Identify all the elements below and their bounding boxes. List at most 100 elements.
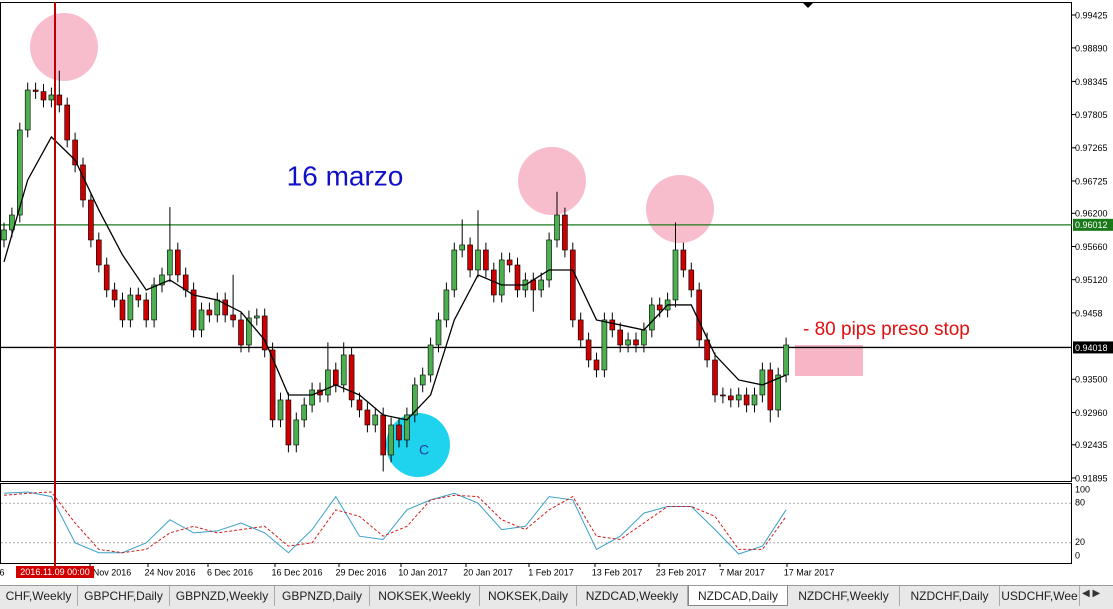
- x-tick-label: 23 Feb 2017: [656, 567, 707, 577]
- candle-body: [459, 244, 466, 251]
- candle-body: [498, 259, 505, 296]
- candle-body: [325, 369, 331, 396]
- candle-body: [182, 274, 189, 291]
- candle-body: [190, 289, 197, 331]
- x-tick-label: 17 Mar 2017: [784, 567, 835, 577]
- x-tick-label: 10 Jan 2017: [398, 567, 448, 577]
- y-tick-label: 0.93500: [1075, 375, 1108, 385]
- candle-body: [396, 424, 402, 441]
- chart-tab[interactable]: GBPNZD,Daily: [275, 586, 370, 606]
- chart-tab[interactable]: USDCHF,Wee: [1000, 586, 1080, 606]
- chart-tab[interactable]: CHF,Weekly: [0, 586, 78, 606]
- chart-tab[interactable]: NZDCAD,Weekly: [577, 586, 688, 606]
- candle-body: [388, 424, 394, 456]
- candle-body: [111, 289, 118, 301]
- chart-tab[interactable]: NZDCHF,Daily: [900, 586, 1000, 606]
- candle-body: [230, 314, 236, 321]
- candle-body: [506, 259, 513, 266]
- y-tick-label: 0.96725: [1075, 176, 1108, 186]
- candle-body: [475, 249, 481, 271]
- x-tick-label: Nov 2016: [93, 567, 132, 577]
- candle-body: [277, 399, 284, 421]
- chart-tab[interactable]: GBPCHF,Daily: [78, 586, 170, 606]
- chart-tab[interactable]: GBPNZD,Weekly: [170, 586, 275, 606]
- candle-body: [759, 369, 766, 396]
- y-tick-label: 0.97805: [1075, 110, 1108, 120]
- y-tick-label: 0.95120: [1075, 275, 1108, 285]
- candle-body: [688, 269, 695, 291]
- candle-body: [696, 289, 703, 341]
- candle-body: [332, 369, 339, 386]
- candle-body: [96, 239, 102, 266]
- candle-body: [309, 389, 315, 406]
- vline-label: 2016.11.09 00:00: [20, 567, 89, 577]
- candle-body: [427, 344, 434, 376]
- y-tick-label: 0.98890: [1075, 43, 1108, 53]
- candle-body: [593, 359, 600, 371]
- candle-body: [775, 374, 782, 411]
- candle-body: [704, 339, 710, 361]
- candle-body: [254, 315, 260, 319]
- x-tick-label: 6: [0, 567, 5, 577]
- chart-tab[interactable]: NOKSEK,Weekly: [370, 586, 480, 606]
- candle-body: [609, 319, 616, 331]
- candle-body: [167, 249, 173, 276]
- price-label: 0.96012: [1075, 220, 1108, 230]
- candle-body: [214, 299, 221, 316]
- candle-body: [601, 319, 608, 371]
- candle-body: [198, 309, 205, 331]
- candle-body: [648, 304, 655, 331]
- candle-body: [672, 249, 679, 301]
- y-tick-label: 0.91895: [1075, 473, 1108, 483]
- annotation: 16 marzo: [287, 160, 404, 191]
- y-tick-label: 0.92960: [1075, 408, 1108, 418]
- candle-body: [783, 344, 789, 376]
- x-tick-label: 6 Dec 2016: [207, 567, 253, 577]
- candle-body: [483, 249, 489, 271]
- candle-body: [680, 249, 687, 271]
- candle-body: [767, 369, 774, 411]
- y-tick-label: 0.95660: [1075, 242, 1108, 252]
- chart-tab[interactable]: NOKSEK,Daily: [480, 586, 577, 606]
- candle-body: [546, 239, 552, 281]
- candle-body: [562, 214, 568, 251]
- y-tick-label: 0.98345: [1075, 77, 1108, 87]
- candle-body: [656, 304, 663, 311]
- y-tick-label: 0.97265: [1075, 143, 1108, 153]
- candle-body: [72, 139, 78, 166]
- candle-body: [633, 339, 639, 346]
- candle-body: [269, 349, 276, 421]
- candle-body: [293, 419, 300, 446]
- candle-body: [135, 294, 142, 301]
- candle-body: [301, 404, 308, 421]
- x-tick-label: 29 Dec 2016: [335, 567, 386, 577]
- candle-body: [451, 249, 458, 291]
- candle-body: [206, 309, 213, 316]
- candle-body: [119, 299, 126, 321]
- candle-body: [720, 394, 726, 397]
- candle-body: [585, 339, 592, 361]
- tab-scroll[interactable]: ◀ ▶: [1082, 588, 1101, 599]
- x-tick-label: 7 Mar 2017: [719, 567, 765, 577]
- stoch-signal: [3, 491, 787, 554]
- candle-body: [514, 264, 521, 291]
- candle-body: [419, 374, 426, 386]
- vline-label-box: [16, 566, 94, 578]
- candle-body: [404, 414, 410, 441]
- candle-body: [348, 354, 355, 401]
- candle-body: [411, 384, 418, 416]
- candle-body: [246, 317, 252, 346]
- chart-tab[interactable]: NZDCHF,Weekly: [788, 586, 900, 606]
- candle-body: [625, 339, 631, 346]
- candle-body: [159, 274, 165, 286]
- candle-body: [751, 394, 758, 406]
- candle-body: [143, 299, 149, 321]
- chart-tab[interactable]: NZDCAD,Daily: [688, 586, 788, 606]
- x-tick-label: 20 Jan 2017: [463, 567, 513, 577]
- candle-body: [554, 214, 560, 241]
- candle-body: [443, 289, 450, 321]
- candle-body: [56, 94, 63, 106]
- stoch-frame: [0, 483, 1072, 564]
- candle-body: [151, 284, 157, 321]
- x-tick-label: 1 Feb 2017: [528, 567, 574, 577]
